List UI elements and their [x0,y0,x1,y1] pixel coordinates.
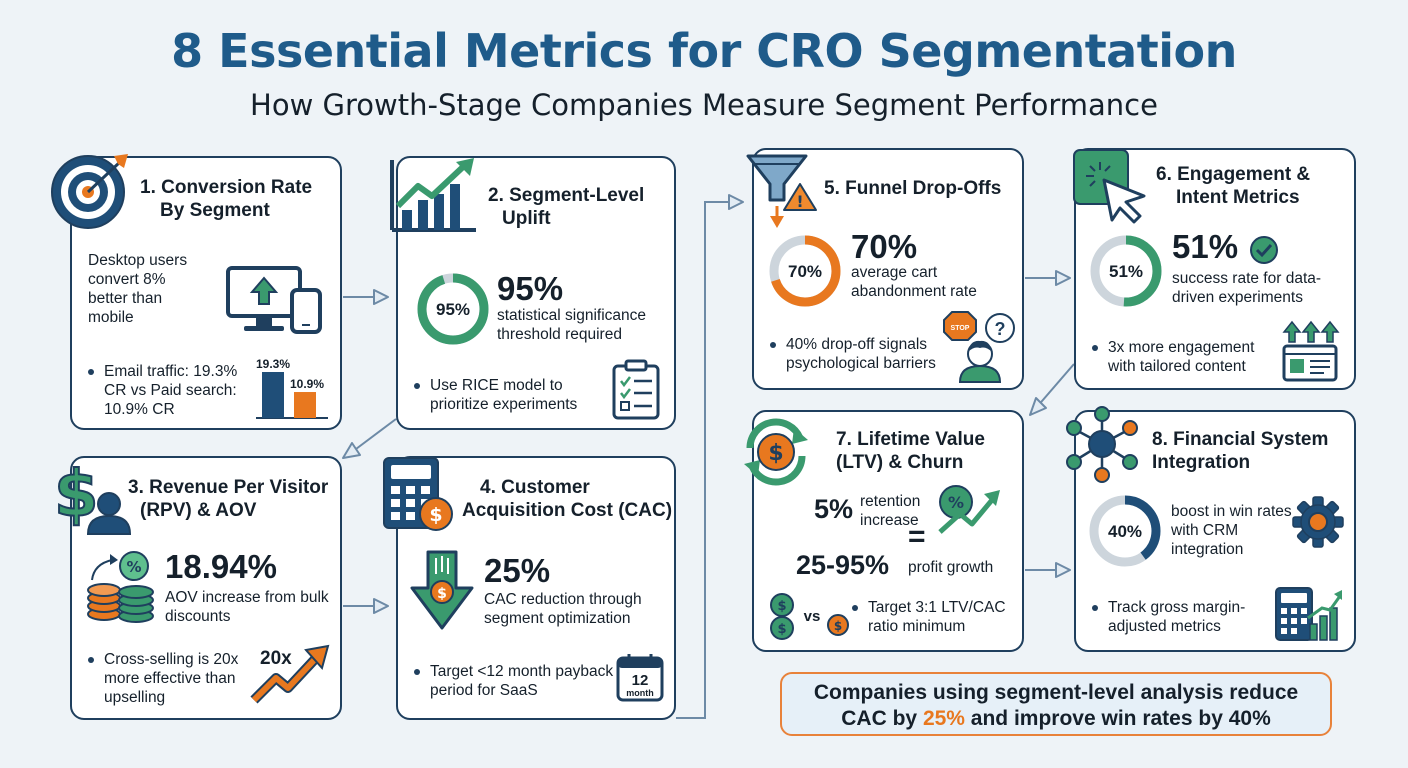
ring-label: 51% [1109,262,1143,281]
ltv-retention-desc: retention increase [860,493,921,529]
svg-text:$: $ [54,458,99,532]
card-4-title: 4. Customer Acquisition Cost (CAC) [462,477,673,521]
svg-text:$: $ [777,622,786,637]
card-5-desc: average cart abandonment rate [851,264,977,300]
percent-growth-icon: % [938,485,1000,534]
card-2-desc: statistical significance threshold requi… [497,307,647,343]
card-5-big: 70% [851,228,918,265]
success-ring: 51% [1090,235,1162,307]
cycle-dollar-icon: $ [744,418,808,486]
svg-text:$: $ [768,441,783,466]
card-6-bullet: 3x more engagement with tailored content [1092,338,1277,376]
calendar-icon: 12 month [616,654,664,702]
svg-text:$: $ [834,619,842,633]
ltv-vs-cac-icon: $ $ vs $ [770,593,849,640]
ltv-profit-desc: profit growth [908,559,994,576]
card-4-bullet: Target <12 month payback period for SaaS [414,662,614,700]
ltv-equals: = [908,520,926,553]
card-6-desc: success rate for data-driven experiments [1172,270,1322,306]
card-1-bullet: Email traffic: 19.3% CR vs Paid search: … [88,362,258,419]
win-rate-ring: 40% [1089,495,1161,567]
dollar-person-icon: $ [53,457,132,535]
vs-label: vs [804,608,821,625]
growth-arrow-icon: 20x [250,644,330,704]
card-2-bullet: Use RICE model to prioritize experiments [414,376,599,414]
devices-icon [226,266,322,334]
card-3-desc: AOV increase from bulk discounts [165,589,329,625]
stop-label: STOP [951,325,970,332]
engagement-window-icon [1282,320,1340,382]
ltv-profit-range: 25-95% [796,550,890,580]
svg-text:!: ! [796,192,803,211]
card-2-title: 2. Segment-Level Uplift [488,185,645,229]
funnel-warning-icon: ! [746,154,817,228]
ltv-retention-pct: 5% [814,494,854,524]
page-subtitle: How Growth-Stage Companies Measure Segme… [250,88,1158,122]
svg-text:$: $ [777,599,786,614]
card-6-big: 51% [1172,228,1239,265]
card-3-big: 18.94% [165,548,277,585]
card-2-big: 95% [497,270,564,307]
card-5-title: 5. Funnel Drop-Offs [824,178,1002,199]
svg-text:%: % [126,558,141,576]
comparison-bar-icon: 19.3% 10.9% [256,357,328,419]
card-lifetime-value [752,410,1024,652]
arrow-label: 20x [260,648,292,669]
abandonment-ring: 70% [769,235,841,307]
card-6-title: 6. Engagement & Intent Metrics [1156,164,1311,208]
callout-line-1: Companies using segment-level analysis r… [813,681,1299,704]
page-title: 8 Essential Metrics for CRO Segmentation [171,24,1237,78]
card-8-title: 8. Financial System Integration [1152,429,1329,473]
svg-text:%: % [948,493,964,512]
ring-label: 40% [1108,522,1142,541]
svg-text:$: $ [437,586,447,602]
card-5-bullet: 40% drop-off signals psychological barri… [770,335,955,373]
card-8-bullet: Track gross margin-adjusted metrics [1092,598,1262,636]
card-3-bullet: Cross-selling is 20x more effective than… [88,650,263,707]
question-mark: ? [995,319,1006,339]
network-hub-icon [1066,406,1138,483]
ring-label: 95% [436,300,470,319]
card-7-title: 7. Lifetime Value (LTV) & Churn [836,429,985,473]
ring-label: 70% [788,262,822,281]
coins-icon: % [87,551,154,623]
card-7-bullet: Target 3:1 LTV/CAC ratio minimum [852,598,1017,636]
significance-ring: 95% [417,273,489,345]
target-icon [51,154,128,229]
summary-callout: Companies using segment-level analysis r… [780,672,1332,736]
check-circle-icon [1250,236,1278,264]
calculator-chart-icon [1275,587,1342,641]
card-8-desc: boost in win rates with CRM integration [1171,503,1292,558]
card-1-title: 1. Conversion Rate By Segment [140,177,313,221]
gear-icon [1292,496,1344,548]
confused-person-icon: STOP ? [943,311,1015,383]
callout-line-2: CAC by 25% and improve win rates by 40% [841,707,1271,730]
growth-chart-icon [390,158,476,232]
card-1-desc: Desktop users convert 8% better than mob… [88,252,188,326]
calendar-number: 12 [632,672,649,689]
checklist-icon [612,359,660,420]
card-4-big: 25% [484,552,551,589]
cursor-click-icon [1073,149,1146,224]
down-arrow-dollar-icon: $ [410,550,474,630]
bar-label-email: 19.3% [256,357,290,371]
svg-text:$: $ [429,504,442,526]
card-4-desc: CAC reduction through segment optimizati… [484,591,642,627]
bar-label-paid: 10.9% [290,377,324,391]
calculator-dollar-icon: $ [383,457,453,531]
card-3-title: 3. Revenue Per Visitor (RPV) & AOV [128,477,329,521]
calendar-unit: month [626,688,654,698]
